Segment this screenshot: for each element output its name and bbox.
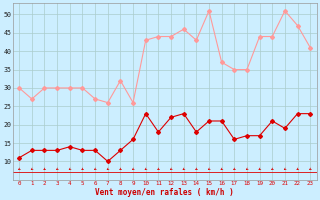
X-axis label: Vent moyen/en rafales ( km/h ): Vent moyen/en rafales ( km/h ) [95,188,234,197]
